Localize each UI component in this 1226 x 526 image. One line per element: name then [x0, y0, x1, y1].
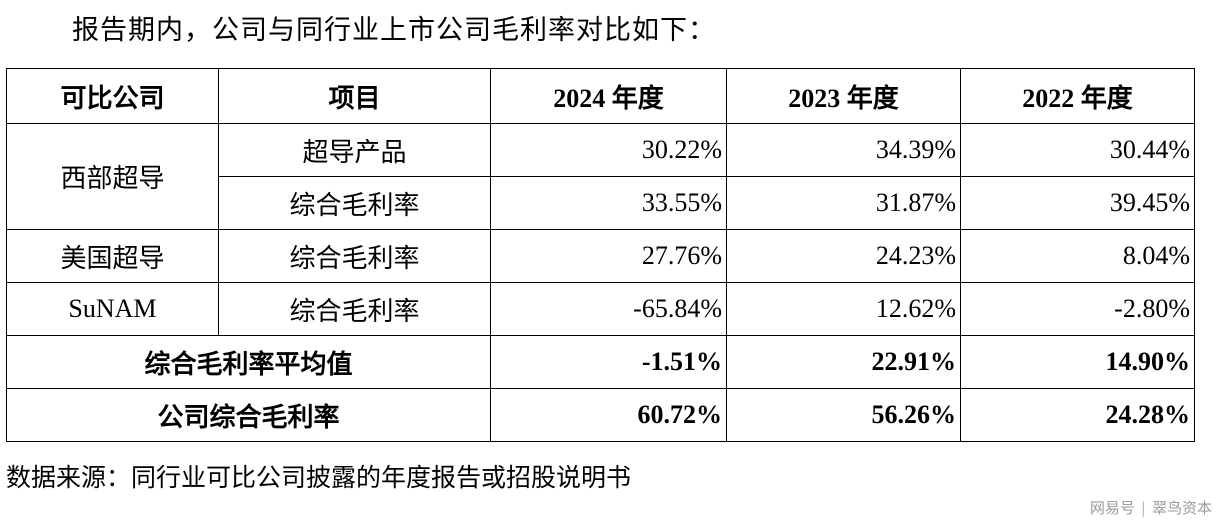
- company-cell: SuNAM: [6, 282, 219, 336]
- company-own-2024: 60.72%: [490, 388, 727, 442]
- value-2023: 12.62%: [726, 282, 961, 336]
- value-2022: 30.44%: [960, 123, 1195, 177]
- company-cell: 西部超导: [6, 123, 219, 230]
- company-cell: 美国超导: [6, 229, 219, 283]
- item-cell: 综合毛利率: [218, 282, 491, 336]
- value-2023: 24.23%: [726, 229, 961, 283]
- average-2023: 22.91%: [726, 335, 961, 389]
- average-2024: -1.51%: [490, 335, 727, 389]
- watermark: 网易号 | 翠鸟资本: [1090, 497, 1212, 518]
- value-2022: 39.45%: [960, 176, 1195, 230]
- company-own-2022: 24.28%: [960, 388, 1195, 442]
- table-row: 西部超导 超导产品 30.22% 34.39% 30.44%: [6, 123, 1195, 230]
- value-2024: 33.55%: [490, 176, 727, 230]
- company-own-2023: 56.26%: [726, 388, 961, 442]
- table-header-row: 可比公司 项目 2024 年度 2023 年度 2022 年度: [6, 68, 1195, 124]
- value-2022: 8.04%: [960, 229, 1195, 283]
- company-own-label: 公司综合毛利率: [6, 388, 491, 442]
- header-2022: 2022 年度: [960, 68, 1195, 124]
- value-2022: -2.80%: [960, 282, 1195, 336]
- item-cell: 综合毛利率: [218, 229, 491, 283]
- source-note: 数据来源：同行业可比公司披露的年度报告或招股说明书: [6, 463, 632, 492]
- header-2024: 2024 年度: [490, 68, 727, 124]
- average-2022: 14.90%: [960, 335, 1195, 389]
- item-cell: 超导产品: [218, 123, 491, 177]
- value-2024: 27.76%: [490, 229, 727, 283]
- header-company: 可比公司: [6, 68, 219, 124]
- company-own-row: 公司综合毛利率 60.72% 56.26% 24.28%: [6, 388, 1195, 442]
- average-row: 综合毛利率平均值 -1.51% 22.91% 14.90%: [6, 335, 1195, 389]
- header-2023: 2023 年度: [726, 68, 961, 124]
- value-2023: 31.87%: [726, 176, 961, 230]
- item-cell: 综合毛利率: [218, 176, 491, 230]
- watermark-right: 翠鸟资本: [1151, 499, 1212, 517]
- average-label: 综合毛利率平均值: [6, 335, 491, 389]
- table-row: SuNAM 综合毛利率 -65.84% 12.62% -2.80%: [6, 282, 1195, 336]
- gross-margin-comparison-table: 可比公司 项目 2024 年度 2023 年度 2022 年度 西部超导 超导产…: [6, 68, 1195, 442]
- header-item: 项目: [218, 68, 491, 124]
- value-2023: 34.39%: [726, 123, 961, 177]
- watermark-divider: |: [1140, 499, 1146, 517]
- table-row: 美国超导 综合毛利率 27.76% 24.23% 8.04%: [6, 229, 1195, 283]
- watermark-left: 网易号: [1089, 499, 1135, 517]
- value-2024: 30.22%: [490, 123, 727, 177]
- value-2024: -65.84%: [490, 282, 727, 336]
- intro-text: 报告期内，公司与同行业上市公司毛利率对比如下：: [72, 15, 716, 46]
